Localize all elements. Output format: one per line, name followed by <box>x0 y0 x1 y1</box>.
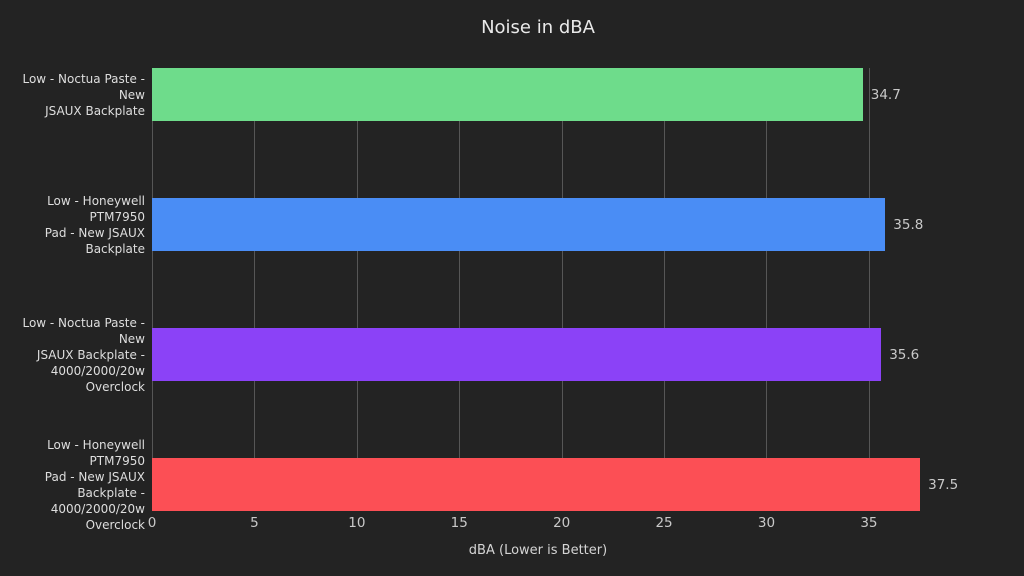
gridline <box>664 68 666 511</box>
bar: 35.8 <box>152 198 923 251</box>
gridlines <box>152 68 1000 511</box>
category-label-cell: Low - Honeywell PTM7950 Pad - New JSAUX … <box>0 438 145 532</box>
category-label: Low - Noctua Paste - New JSAUX Backplate <box>22 71 145 118</box>
x-axis-ticks: 0 5 10 15 20 25 30 35 <box>148 515 1000 533</box>
bar: 35.6 <box>152 328 919 381</box>
gridline <box>868 68 870 511</box>
bar-value-label: 34.7 <box>870 86 901 103</box>
bar-row: 34.7 <box>152 68 1000 121</box>
bar: 37.5 <box>152 458 958 511</box>
category-label-cell: Low - Noctua Paste - New JSAUX Backplate <box>0 68 145 121</box>
bar-value-label: 37.5 <box>928 476 959 493</box>
category-label-cell: Low - Noctua Paste - New JSAUX Backplate… <box>0 316 145 394</box>
chart-title: Noise in dBA <box>481 17 595 38</box>
bar-value-label: 35.6 <box>889 346 920 363</box>
x-tick-label: 35 <box>860 515 878 531</box>
bar: 34.7 <box>152 68 901 121</box>
category-label: Low - Honeywell PTM7950 Pad - New JSAUX … <box>44 437 145 532</box>
bar-row: 35.6 <box>152 328 1000 381</box>
bar-value-label: 35.8 <box>893 216 924 233</box>
gridline <box>766 68 768 511</box>
category-labels: Low - Noctua Paste - New JSAUX Backplate… <box>0 68 145 532</box>
x-tick-label: 5 <box>250 515 259 531</box>
gridline <box>459 68 461 511</box>
bars: 34.7 35.8 35.6 37.5 <box>152 68 1000 511</box>
bar-row: 37.5 <box>152 458 1000 511</box>
x-tick-label: 10 <box>348 515 366 531</box>
x-tick-label: 30 <box>757 515 776 531</box>
bar-row: 35.8 <box>152 198 1000 251</box>
x-tick-label: 0 <box>147 515 157 531</box>
x-tick-label: 15 <box>450 515 468 531</box>
gridline <box>561 68 563 511</box>
gridline <box>356 68 358 511</box>
gridline <box>152 68 153 511</box>
x-tick-label: 20 <box>553 515 571 531</box>
category-label: Low - Honeywell PTM7950 Pad - New JSAUX … <box>44 193 145 256</box>
category-label-cell: Low - Honeywell PTM7950 Pad - New JSAUX … <box>0 194 145 256</box>
x-tick-label: 25 <box>655 515 673 531</box>
gridline <box>254 68 256 511</box>
plot-area: 34.7 35.8 35.6 37.5 <box>152 68 1000 511</box>
x-axis-label: dBA (Lower is Better) <box>468 543 608 558</box>
category-label: Low - Noctua Paste - New JSAUX Backplate… <box>22 315 145 394</box>
